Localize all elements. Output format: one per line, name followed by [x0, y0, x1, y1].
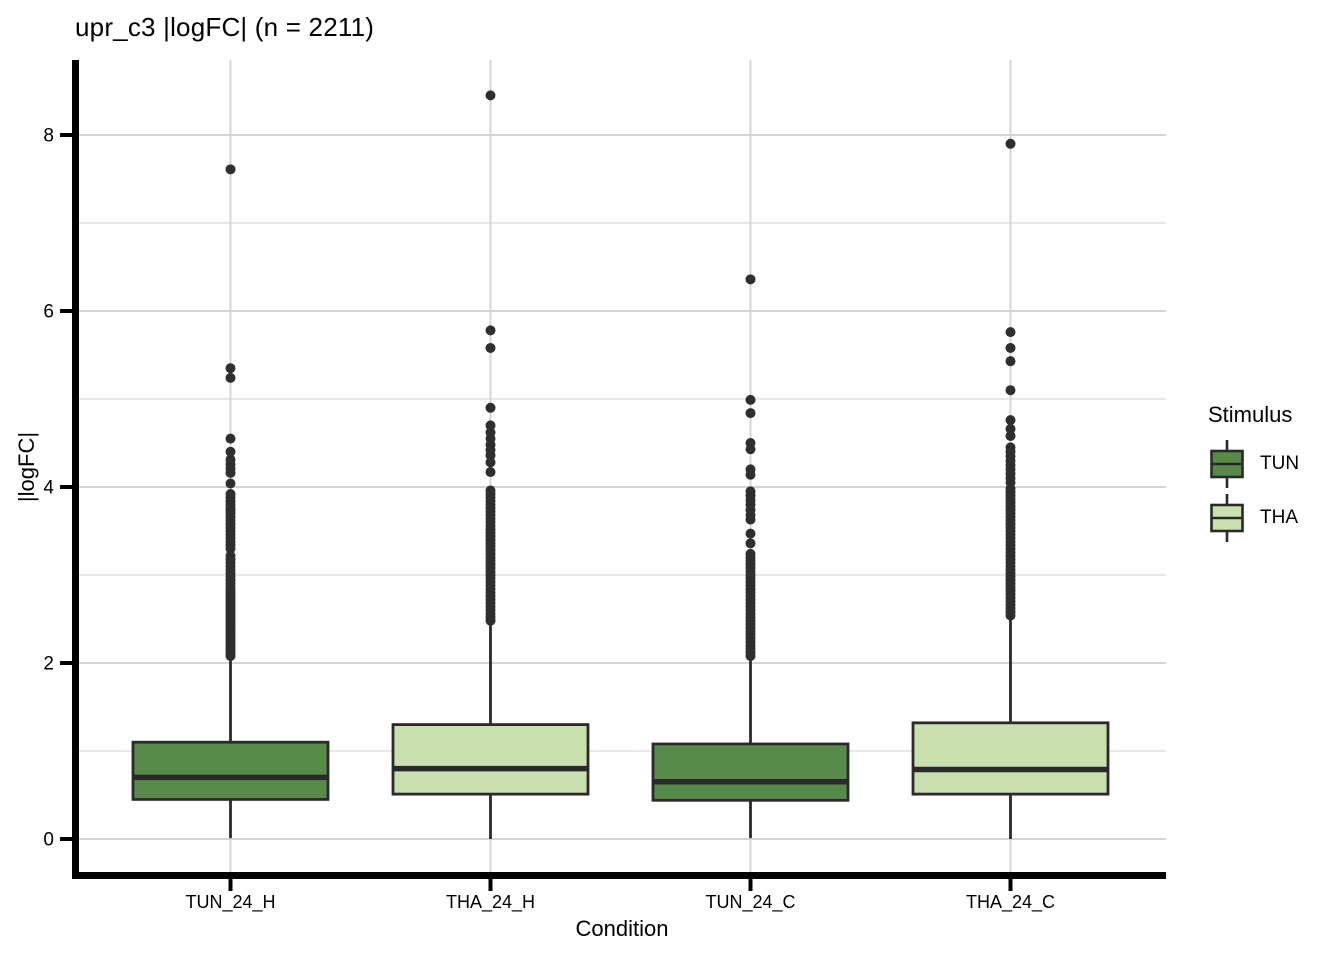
outlier-point [225, 164, 236, 175]
outlier-point [1005, 356, 1016, 367]
outlier-point [225, 363, 236, 374]
x-tick-label: THA_24_H [446, 892, 535, 913]
box-TUN_24_H [131, 740, 330, 801]
outlier-point [1005, 342, 1016, 353]
legend-entry-tun: TUN [1208, 440, 1299, 488]
outlier-point [485, 615, 496, 626]
legend-entry-tha: THA [1208, 494, 1299, 542]
outlier-point [1005, 610, 1016, 621]
outlier-point [485, 467, 496, 478]
outlier-point [745, 469, 756, 480]
boxplot-key-icon [1210, 494, 1244, 542]
y-tick-label: 6 [43, 302, 54, 323]
outlier-point [745, 408, 756, 419]
outlier-point [485, 325, 496, 336]
outlier-point [1005, 138, 1016, 149]
outlier-point [1005, 385, 1016, 396]
x-tick-label: TUN_24_C [705, 892, 795, 913]
outlier-point [225, 446, 236, 457]
box-THA_24_C [911, 721, 1110, 796]
outlier-point [225, 650, 236, 661]
outlier-point [745, 538, 756, 549]
outlier-point [745, 514, 756, 525]
boxplot-key-icon [1210, 440, 1244, 488]
outlier-point [745, 650, 756, 661]
outlier-point [485, 342, 496, 353]
outlier-point [485, 420, 496, 431]
y-tick-label: 8 [43, 126, 54, 147]
outlier-point [1005, 430, 1016, 441]
x-tick-label: THA_24_C [966, 892, 1055, 913]
y-axis-title: |logFC| [14, 431, 39, 503]
outlier-point [225, 478, 236, 489]
x-axis-title: Condition [575, 916, 669, 941]
box-THA_24_H [391, 723, 590, 796]
box-TUN_24_C [651, 742, 850, 802]
outlier-point [485, 402, 496, 413]
x-tick-label: TUN_24_H [185, 892, 275, 913]
outlier-point [225, 433, 236, 444]
y-tick-label: 0 [43, 830, 54, 851]
outlier-point [225, 467, 236, 478]
legend-title: Stimulus [1208, 402, 1293, 427]
outlier-point [485, 90, 496, 101]
y-tick-label: 4 [43, 478, 54, 499]
outlier-point [485, 457, 496, 468]
y-tick-label: 2 [43, 654, 54, 675]
plot-title: upr_c3 |logFC| (n = 2211) [75, 12, 375, 42]
legend: Stimulus TUN THA [1208, 402, 1299, 542]
outlier-point [225, 372, 236, 383]
legend-label-tun: TUN [1260, 453, 1300, 474]
y-axis-line [72, 60, 79, 879]
outlier-point [1005, 327, 1016, 338]
outlier-point [745, 274, 756, 285]
outlier-point [745, 528, 756, 539]
outlier-point [225, 543, 236, 554]
x-axis-line [72, 872, 1166, 879]
outlier-point [1005, 423, 1016, 434]
outlier-point [745, 394, 756, 405]
outlier-point [485, 450, 496, 461]
outlier-point [745, 444, 756, 455]
legend-label-tha: THA [1260, 507, 1298, 528]
outlier-point [1005, 415, 1016, 426]
